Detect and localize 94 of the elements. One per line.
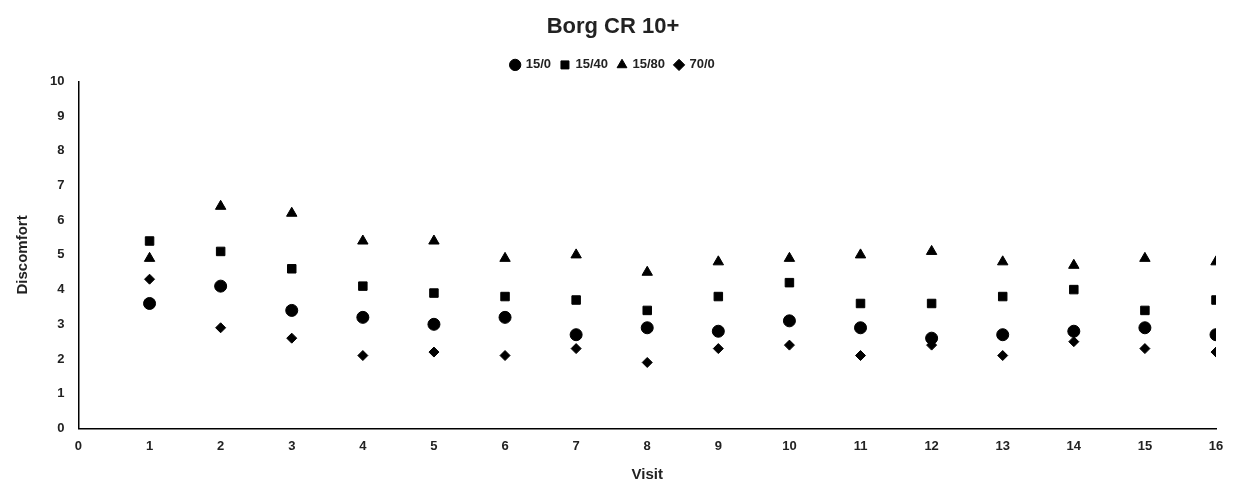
x-tick-label: 12 [924,437,939,453]
point [1067,324,1081,338]
point [499,251,511,262]
point [500,291,510,302]
point [784,277,795,288]
point [783,339,795,351]
legend-label: 15/40 [575,56,609,72]
point [144,236,155,246]
legend-label: 70/0 [689,56,715,72]
x-tick-label: 6 [501,437,509,453]
x-tick-label: 10 [782,437,797,453]
point [358,281,368,291]
point [996,328,1010,342]
point [144,273,156,285]
y-tick-label: 10 [49,72,65,88]
y-tick-label: 4 [57,281,66,297]
point [285,303,299,317]
point [356,310,370,324]
point [854,248,867,259]
point [854,321,868,335]
point [926,298,937,309]
x-tick-label: 11 [853,437,868,453]
x-tick-label: 7 [572,437,580,453]
point [925,244,938,255]
point [641,265,653,276]
legend-label: 15/0 [525,56,551,72]
point [641,356,653,368]
y-tick-label: 6 [57,211,65,227]
point [1138,321,1152,335]
x-tick-label: 2 [217,437,225,453]
point [499,350,511,362]
legend-label: 15/80 [632,56,666,72]
y-axis-title: Discomfort [13,215,31,295]
point [1140,305,1150,316]
point [1068,336,1080,348]
point [713,291,724,302]
point [782,314,796,328]
x-axis-title: Visit [631,465,663,483]
point [570,248,582,259]
point [498,310,512,324]
point [570,343,582,355]
point [855,298,866,309]
x-tick-label: 3 [288,437,296,453]
point [571,295,581,305]
point [1068,258,1080,269]
y-tick-label: 3 [57,315,65,331]
y-tick-label: 7 [57,177,65,193]
point [286,206,298,217]
point [783,251,796,262]
point [712,343,724,355]
point [287,264,297,274]
x-tick-label: 15 [1137,437,1153,453]
y-tick-label: 5 [57,246,65,262]
y-tick-label: 9 [57,107,65,123]
x-tick-label: 0 [74,437,83,453]
point [286,332,298,344]
point [428,234,440,245]
point [925,331,939,345]
point [997,291,1008,302]
point [997,350,1009,362]
point [855,350,867,362]
x-tick-label: 14 [1066,437,1082,453]
chart-title: Borg CR 10+ [546,13,680,39]
point [214,199,227,210]
point [1139,343,1151,355]
point [1069,284,1079,295]
point [712,255,725,266]
x-tick-label: 13 [995,437,1010,453]
point [1139,251,1151,262]
point [642,305,652,316]
point [711,324,725,338]
point [997,255,1009,266]
x-tick-label: 4 [359,437,368,453]
point [143,251,156,262]
point [569,328,583,342]
y-tick-label: 0 [57,419,65,435]
point [215,322,227,334]
x-tick-label: 16 [1208,437,1224,453]
y-tick-label: 2 [57,350,65,366]
x-tick-label: 5 [430,437,438,453]
y-tick-label: 1 [57,385,65,401]
point [640,321,654,335]
x-tick-label: 9 [714,437,722,453]
x-tick-label: 1 [145,437,154,453]
point [427,317,441,331]
point [214,279,228,293]
point [143,296,157,310]
point [429,288,439,298]
y-tick-label: 8 [57,142,65,158]
point [215,246,226,257]
point [428,346,440,358]
point [357,234,369,245]
point [357,350,369,362]
x-tick-label: 8 [643,437,651,453]
